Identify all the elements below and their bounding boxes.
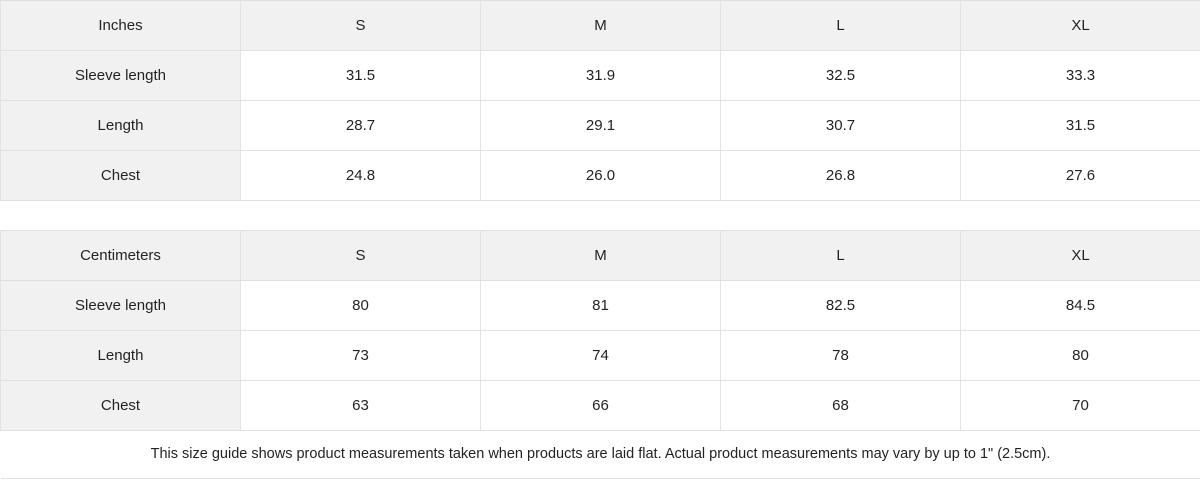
inches-chest-m: 26.0 <box>480 150 721 201</box>
centimeters-chest-m: 66 <box>480 380 721 431</box>
centimeters-size-header-m: M <box>480 230 721 281</box>
centimeters-sleeve-length-l: 82.5 <box>720 280 961 331</box>
centimeters-length-s: 73 <box>240 330 481 381</box>
table-row: Sleeve length 80 81 82.5 84.5 <box>0 280 1200 331</box>
inches-chest-s: 24.8 <box>240 150 481 201</box>
inches-sleeve-length-l: 32.5 <box>720 50 961 101</box>
inches-size-header-m: M <box>480 0 721 51</box>
inches-length-m: 29.1 <box>480 100 721 151</box>
centimeters-chest-xl: 70 <box>960 380 1200 431</box>
size-guide-note-row: This size guide shows product measuremen… <box>0 430 1200 479</box>
inches-length-xl: 31.5 <box>960 100 1200 151</box>
table-row: Chest 63 66 68 70 <box>0 380 1200 431</box>
inches-length-s: 28.7 <box>240 100 481 151</box>
inches-sleeve-length-m: 31.9 <box>480 50 721 101</box>
centimeters-chest-l: 68 <box>720 380 961 431</box>
inches-size-header-xl: XL <box>960 0 1200 51</box>
centimeters-chest-s: 63 <box>240 380 481 431</box>
table-row: Length 73 74 78 80 <box>0 330 1200 381</box>
table-row: Sleeve length 31.5 31.9 32.5 33.3 <box>0 50 1200 101</box>
centimeters-length-m: 74 <box>480 330 721 381</box>
centimeters-row-label-length: Length <box>0 330 241 381</box>
inches-unit-header: Inches <box>0 0 241 51</box>
centimeters-length-xl: 80 <box>960 330 1200 381</box>
size-guide-note: This size guide shows product measuremen… <box>0 430 1200 479</box>
inches-header-row: Inches S M L XL <box>0 0 1200 51</box>
inches-size-header-l: L <box>720 0 961 51</box>
centimeters-row-label-sleeve-length: Sleeve length <box>0 280 241 331</box>
table-spacer-row <box>0 200 1200 231</box>
inches-length-l: 30.7 <box>720 100 961 151</box>
table-row: Length 28.7 29.1 30.7 31.5 <box>0 100 1200 151</box>
centimeters-sleeve-length-m: 81 <box>480 280 721 331</box>
inches-row-label-sleeve-length: Sleeve length <box>0 50 241 101</box>
inches-size-header-s: S <box>240 0 481 51</box>
centimeters-size-header-l: L <box>720 230 961 281</box>
inches-chest-l: 26.8 <box>720 150 961 201</box>
centimeters-sleeve-length-xl: 84.5 <box>960 280 1200 331</box>
inches-sleeve-length-xl: 33.3 <box>960 50 1200 101</box>
table-spacer-cell <box>0 200 1200 231</box>
centimeters-size-header-s: S <box>240 230 481 281</box>
inches-sleeve-length-s: 31.5 <box>240 50 481 101</box>
centimeters-sleeve-length-s: 80 <box>240 280 481 331</box>
centimeters-size-header-xl: XL <box>960 230 1200 281</box>
centimeters-row-label-chest: Chest <box>0 380 241 431</box>
centimeters-unit-header: Centimeters <box>0 230 241 281</box>
table-row: Chest 24.8 26.0 26.8 27.6 <box>0 150 1200 201</box>
inches-row-label-chest: Chest <box>0 150 241 201</box>
inches-row-label-length: Length <box>0 100 241 151</box>
centimeters-length-l: 78 <box>720 330 961 381</box>
centimeters-header-row: Centimeters S M L XL <box>0 230 1200 281</box>
inches-chest-xl: 27.6 <box>960 150 1200 201</box>
